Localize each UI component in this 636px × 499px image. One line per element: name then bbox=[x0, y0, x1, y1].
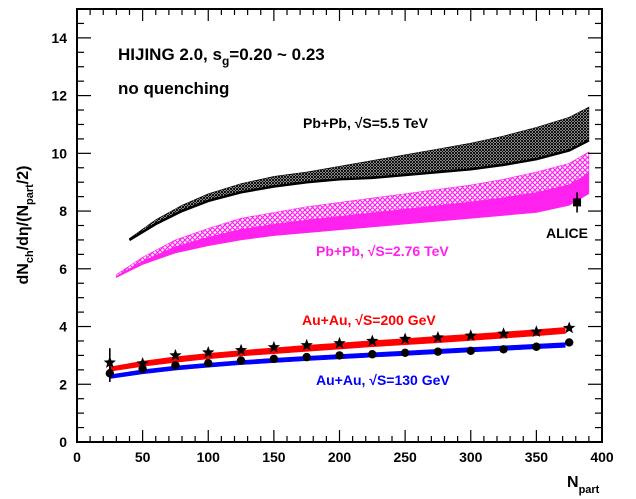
x-tick-label: 250 bbox=[393, 449, 417, 465]
x-tick-label: 50 bbox=[135, 449, 151, 465]
star-marker bbox=[300, 338, 313, 351]
circle-marker bbox=[204, 358, 213, 368]
circle-marker bbox=[236, 356, 246, 365]
x-tick-label: 300 bbox=[459, 449, 483, 465]
alice-label: ALICE bbox=[546, 225, 588, 241]
circle-marker bbox=[302, 352, 311, 362]
circle-marker bbox=[400, 348, 410, 358]
x-tick-label: 150 bbox=[262, 449, 286, 465]
series-label-pbpb-5500: Pb+Pb, √S=5.5 TeV bbox=[303, 115, 429, 131]
star-marker bbox=[398, 332, 412, 345]
x-axis-ticks: 0 50 100 150 200 250 300 350 400 bbox=[73, 9, 614, 465]
circle-marker bbox=[105, 369, 115, 378]
series-label-auau-130: Au+Au, √S=130 GeV bbox=[316, 372, 450, 388]
star-marker bbox=[497, 327, 510, 340]
data-points bbox=[103, 192, 582, 382]
band-pbpb-2760-solid bbox=[116, 172, 589, 278]
y-tick-label: 6 bbox=[59, 261, 67, 277]
y-tick-label: 4 bbox=[59, 319, 67, 335]
star-marker bbox=[267, 340, 281, 353]
y-tick-label: 14 bbox=[51, 30, 67, 46]
circle-marker bbox=[269, 354, 279, 364]
circle-marker bbox=[564, 338, 574, 347]
series-label-pbpb-2760: Pb+Pb, √S=2.76 TeV bbox=[316, 243, 449, 259]
circle-marker bbox=[138, 364, 147, 374]
y-tick-label: 12 bbox=[51, 88, 67, 104]
alice-square-marker bbox=[573, 198, 582, 207]
circle-marker bbox=[532, 342, 541, 351]
star-marker bbox=[333, 336, 346, 349]
y-axis-ticks: 0 2 4 6 8 10 12 14 bbox=[51, 8, 602, 450]
star-marker bbox=[464, 329, 477, 342]
band-pbpb-5500-edge bbox=[128, 139, 590, 242]
star-marker bbox=[103, 356, 116, 368]
x-tick-label: 0 bbox=[73, 449, 81, 465]
series-label-auau-200: Au+Au, √S=200 GeV bbox=[302, 312, 436, 328]
x-tick-label: 350 bbox=[525, 449, 549, 465]
x-tick-label: 100 bbox=[197, 449, 221, 465]
star-marker bbox=[366, 334, 379, 347]
circle-marker bbox=[466, 346, 475, 355]
model-label-part2: =0.20 ~ 0.23 bbox=[229, 45, 324, 64]
star-marker bbox=[431, 331, 445, 343]
y-tick-label: 0 bbox=[59, 434, 67, 450]
model-label-part1: HIJING 2.0, s bbox=[118, 45, 222, 64]
star-marker bbox=[530, 325, 543, 337]
model-label: HIJING 2.0, sg=0.20 ~ 0.23 bbox=[118, 45, 325, 68]
star-marker bbox=[169, 348, 182, 361]
model-sublabel: no quenching bbox=[118, 79, 229, 98]
x-tick-label: 200 bbox=[328, 449, 352, 465]
circle-marker bbox=[171, 361, 180, 370]
star-marker bbox=[563, 321, 576, 334]
circle-marker bbox=[368, 350, 377, 359]
y-tick-label: 10 bbox=[51, 145, 67, 161]
circle-marker bbox=[335, 351, 344, 360]
circle-marker bbox=[499, 345, 508, 354]
circle-marker bbox=[433, 347, 443, 356]
y-tick-label: 8 bbox=[59, 203, 67, 219]
model-label-sub: g bbox=[222, 54, 229, 68]
y-tick-label: 2 bbox=[59, 376, 67, 392]
y-axis-label: dNch/dη/(Npart/2) bbox=[15, 166, 36, 285]
star-marker bbox=[202, 346, 215, 358]
x-axis-label: Npart bbox=[567, 474, 600, 496]
star-marker bbox=[136, 356, 149, 369]
star-marker bbox=[234, 343, 248, 356]
x-tick-label: 400 bbox=[590, 449, 614, 465]
